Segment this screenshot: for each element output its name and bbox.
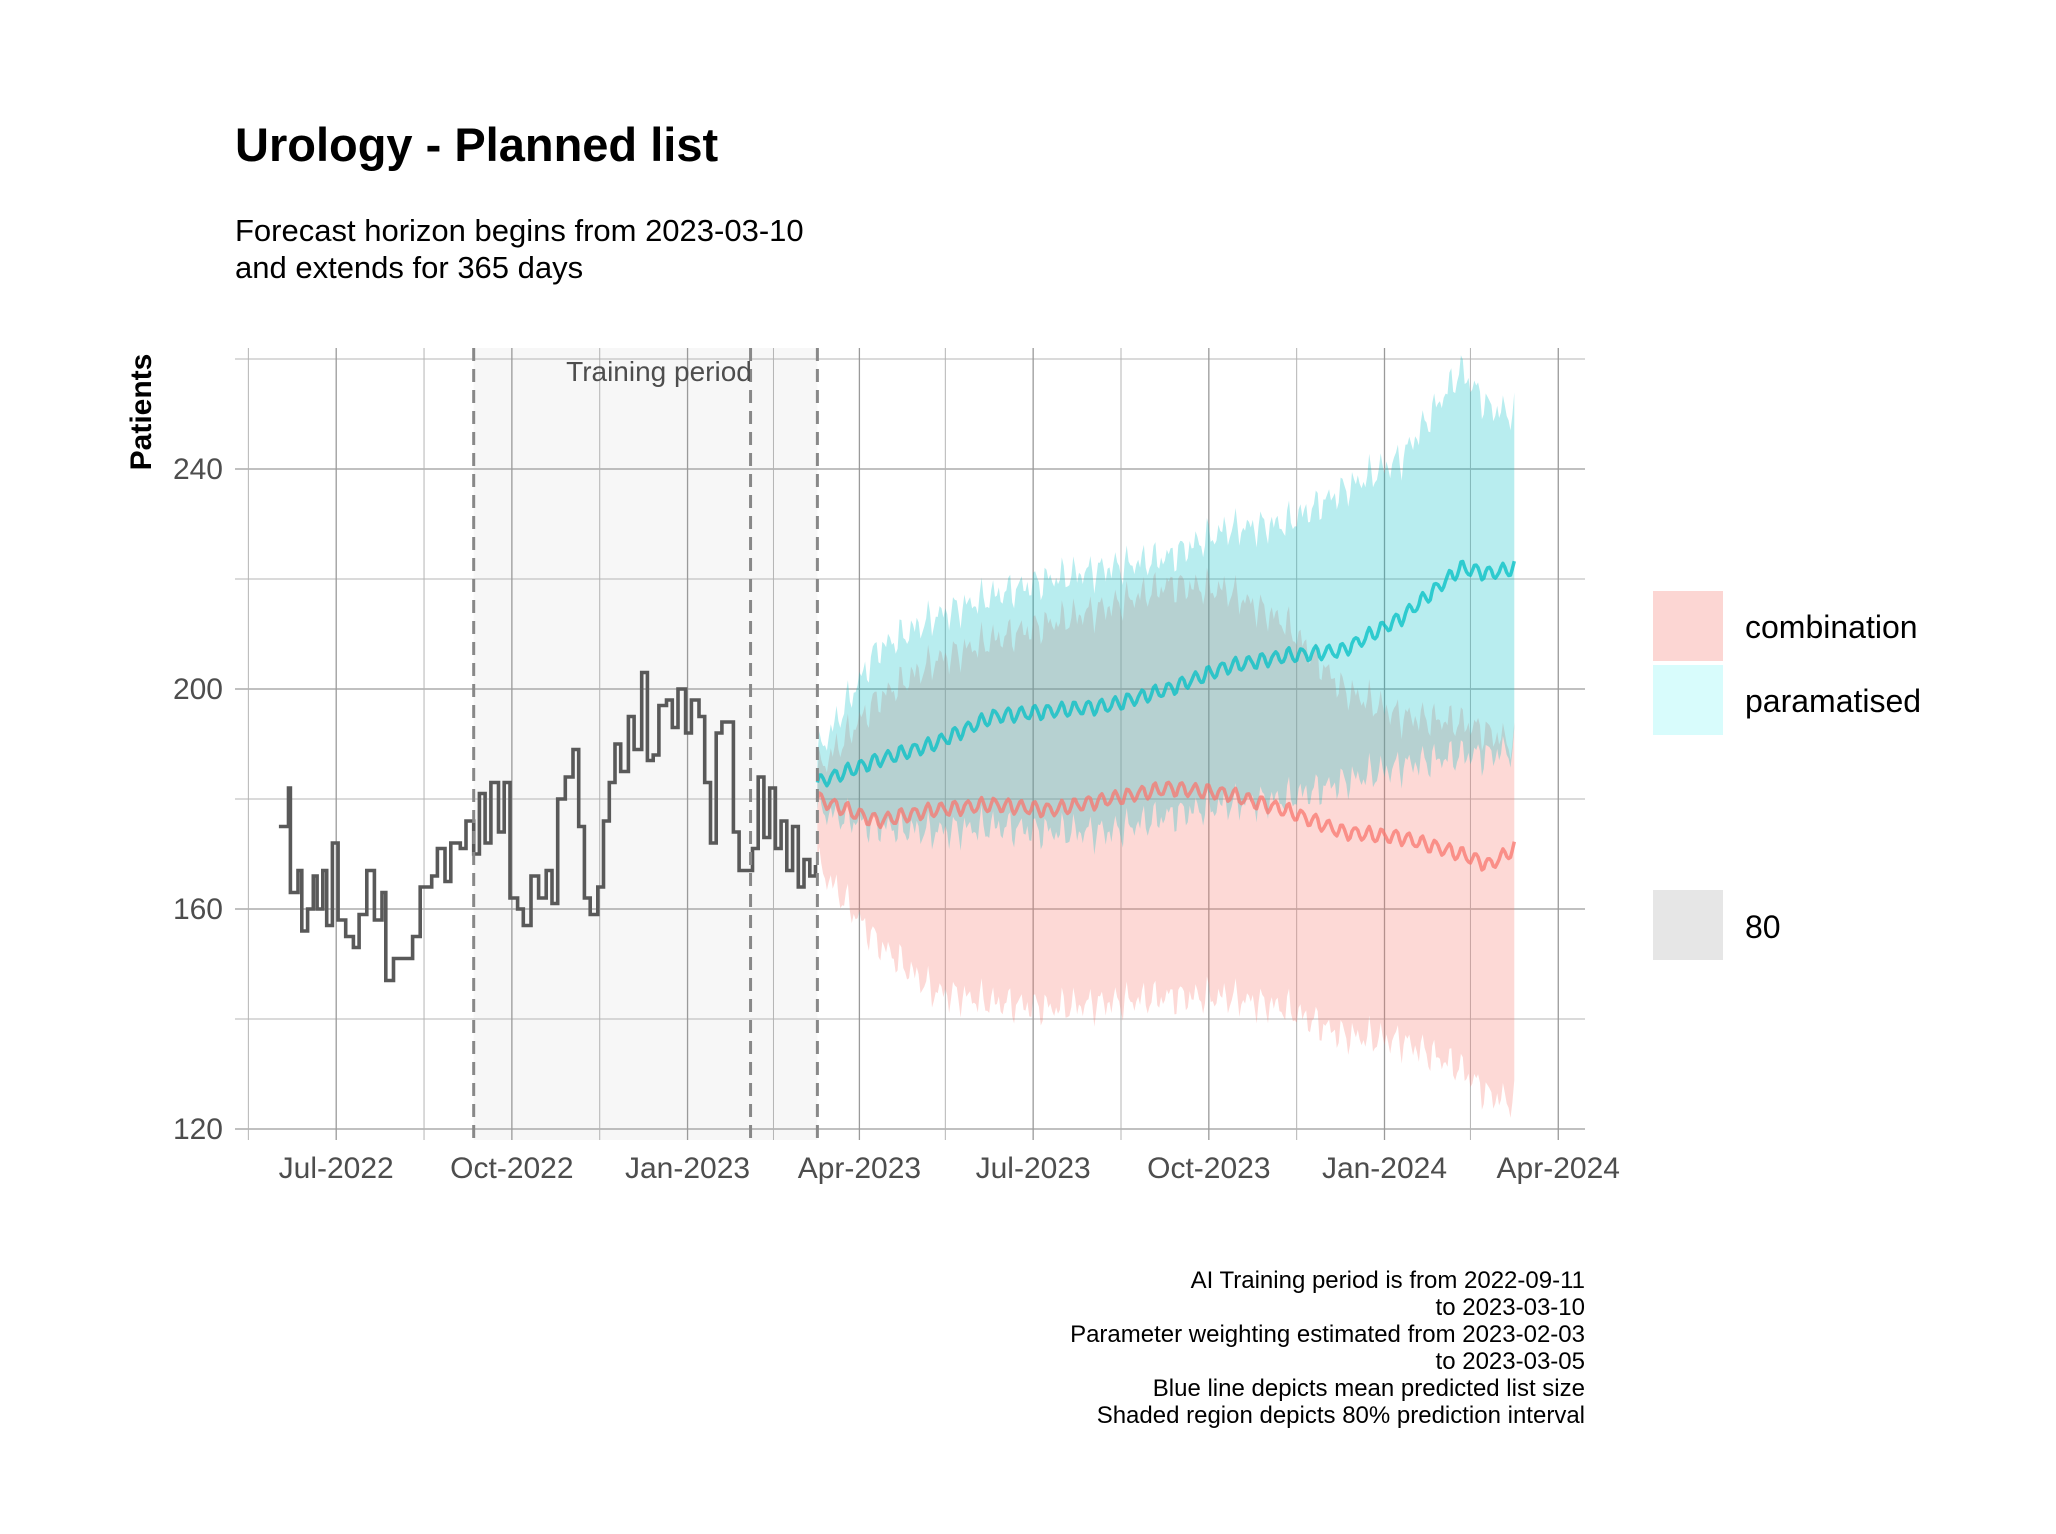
grid-lines (235, 348, 1585, 1140)
chart-title: Urology - Planned list (235, 118, 718, 171)
x-tick-label: Jan-2024 (1322, 1152, 1447, 1185)
mean-line-combination (815, 780, 1517, 872)
x-tick-label: Jul-2023 (976, 1152, 1091, 1185)
caption-line-4: to 2023-03-05 (1436, 1348, 1585, 1375)
axis-tick-labels: 120 160 200 240 Jul-2022 Oct-2022 Jan-2023 Apr-… (173, 453, 1620, 1185)
chart-subtitle-line-2: and extends for 365 days (235, 250, 583, 285)
training-period-label: Training period (566, 356, 752, 387)
legend-label-level: 80 (1745, 909, 1781, 945)
chart-subtitle-line-1: Forecast horizon begins from 2023-03-10 (235, 213, 804, 248)
x-tick-label: Jan-2023 (625, 1152, 750, 1185)
legend-key-combination (1653, 591, 1723, 661)
y-tick-label: 120 (173, 1113, 223, 1146)
y-tick-label: 240 (173, 453, 223, 486)
y-tick-label: 160 (173, 893, 223, 926)
caption-line-1: AI Training period is from 2022-09-11 (1191, 1267, 1585, 1294)
legend-label-combination: combination (1745, 609, 1918, 645)
band-paramatised (817, 355, 1515, 855)
caption-line-3: Parameter weighting estimated from 2023-… (1070, 1321, 1585, 1348)
period-markers (472, 348, 819, 1140)
x-tick-label: Oct-2022 (450, 1152, 573, 1185)
prediction-bands (817, 355, 1515, 1118)
caption-line-6: Shaded region depicts 80% prediction int… (1097, 1402, 1585, 1429)
band-combination (817, 567, 1515, 1118)
x-tick-label: Apr-2023 (798, 1152, 921, 1185)
legend-key-level (1653, 890, 1723, 960)
legend-key-paramatised (1653, 665, 1723, 735)
mean-line-paramatised (815, 559, 1516, 788)
caption-line-5: Blue line depicts mean predicted list si… (1153, 1375, 1585, 1402)
training-period-shading (473, 348, 818, 1140)
data-lines (278, 559, 1517, 983)
y-axis-title: Patients (125, 354, 158, 471)
caption: AI Training period is from 2022-09-11 to… (1070, 1267, 1585, 1429)
caption-line-2: to 2023-03-10 (1436, 1294, 1585, 1321)
x-tick-label: Jul-2022 (279, 1152, 394, 1185)
plot-area: 120 160 200 240 Jul-2022 Oct-2022 Jan-2023 Apr-… (173, 348, 1620, 1185)
x-tick-label: Oct-2023 (1147, 1152, 1270, 1185)
history-line (278, 670, 818, 983)
y-tick-label: 200 (173, 673, 223, 706)
legend-label-paramatised: paramatised (1745, 683, 1921, 719)
x-tick-label: Apr-2024 (1497, 1152, 1620, 1185)
plot-background (473, 348, 818, 1140)
legend: combination paramatised 80 (1653, 591, 1921, 960)
